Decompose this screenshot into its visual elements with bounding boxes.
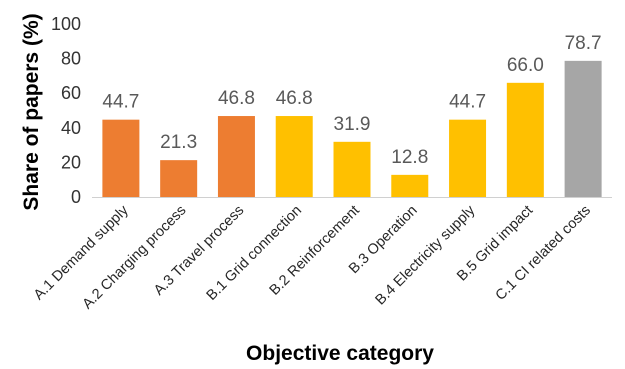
y-tick-label: 20	[61, 152, 81, 172]
x-category-label: A.2 Charging process	[80, 203, 190, 313]
x-axis-title: Objective category	[246, 342, 434, 365]
bar	[217, 116, 255, 197]
data-label: 21.3	[160, 132, 197, 153]
bar	[160, 160, 198, 197]
data-labels: 44.7 21.3 46.8 46.8 31.9 12.8 44.7 66.0 78.7	[102, 33, 601, 168]
data-label: 31.9	[334, 114, 371, 135]
bar	[333, 141, 371, 197]
y-tick-label: 100	[51, 14, 81, 34]
data-label: 12.8	[391, 147, 428, 168]
x-category-label: B.4 Electricity supply	[372, 202, 478, 308]
data-label: 46.8	[276, 88, 313, 109]
y-tick-label: 0	[71, 187, 81, 207]
data-label: 46.8	[218, 88, 255, 109]
x-category-label: B.1 Grid connection	[204, 203, 305, 304]
data-label: 44.7	[102, 92, 139, 113]
bar	[506, 82, 544, 197]
data-label: 44.7	[449, 92, 486, 113]
bars	[102, 60, 602, 197]
bar	[391, 174, 429, 197]
y-tick-label: 60	[61, 83, 81, 103]
y-tick-label: 40	[61, 118, 81, 138]
x-category-label: A.1 Demand supply	[31, 202, 132, 303]
data-label: 66.0	[507, 55, 544, 76]
bar	[275, 116, 313, 197]
data-label: 78.7	[565, 33, 602, 54]
y-tick-label: 80	[61, 49, 81, 69]
x-category-label: C.1 CI related costs	[493, 203, 594, 304]
bar	[102, 119, 140, 197]
bar	[564, 60, 602, 197]
bar	[449, 119, 487, 197]
y-axis-ticks: 0 20 40 60 80 100	[51, 14, 81, 207]
y-axis-title: Share of papers (%)	[20, 13, 43, 210]
